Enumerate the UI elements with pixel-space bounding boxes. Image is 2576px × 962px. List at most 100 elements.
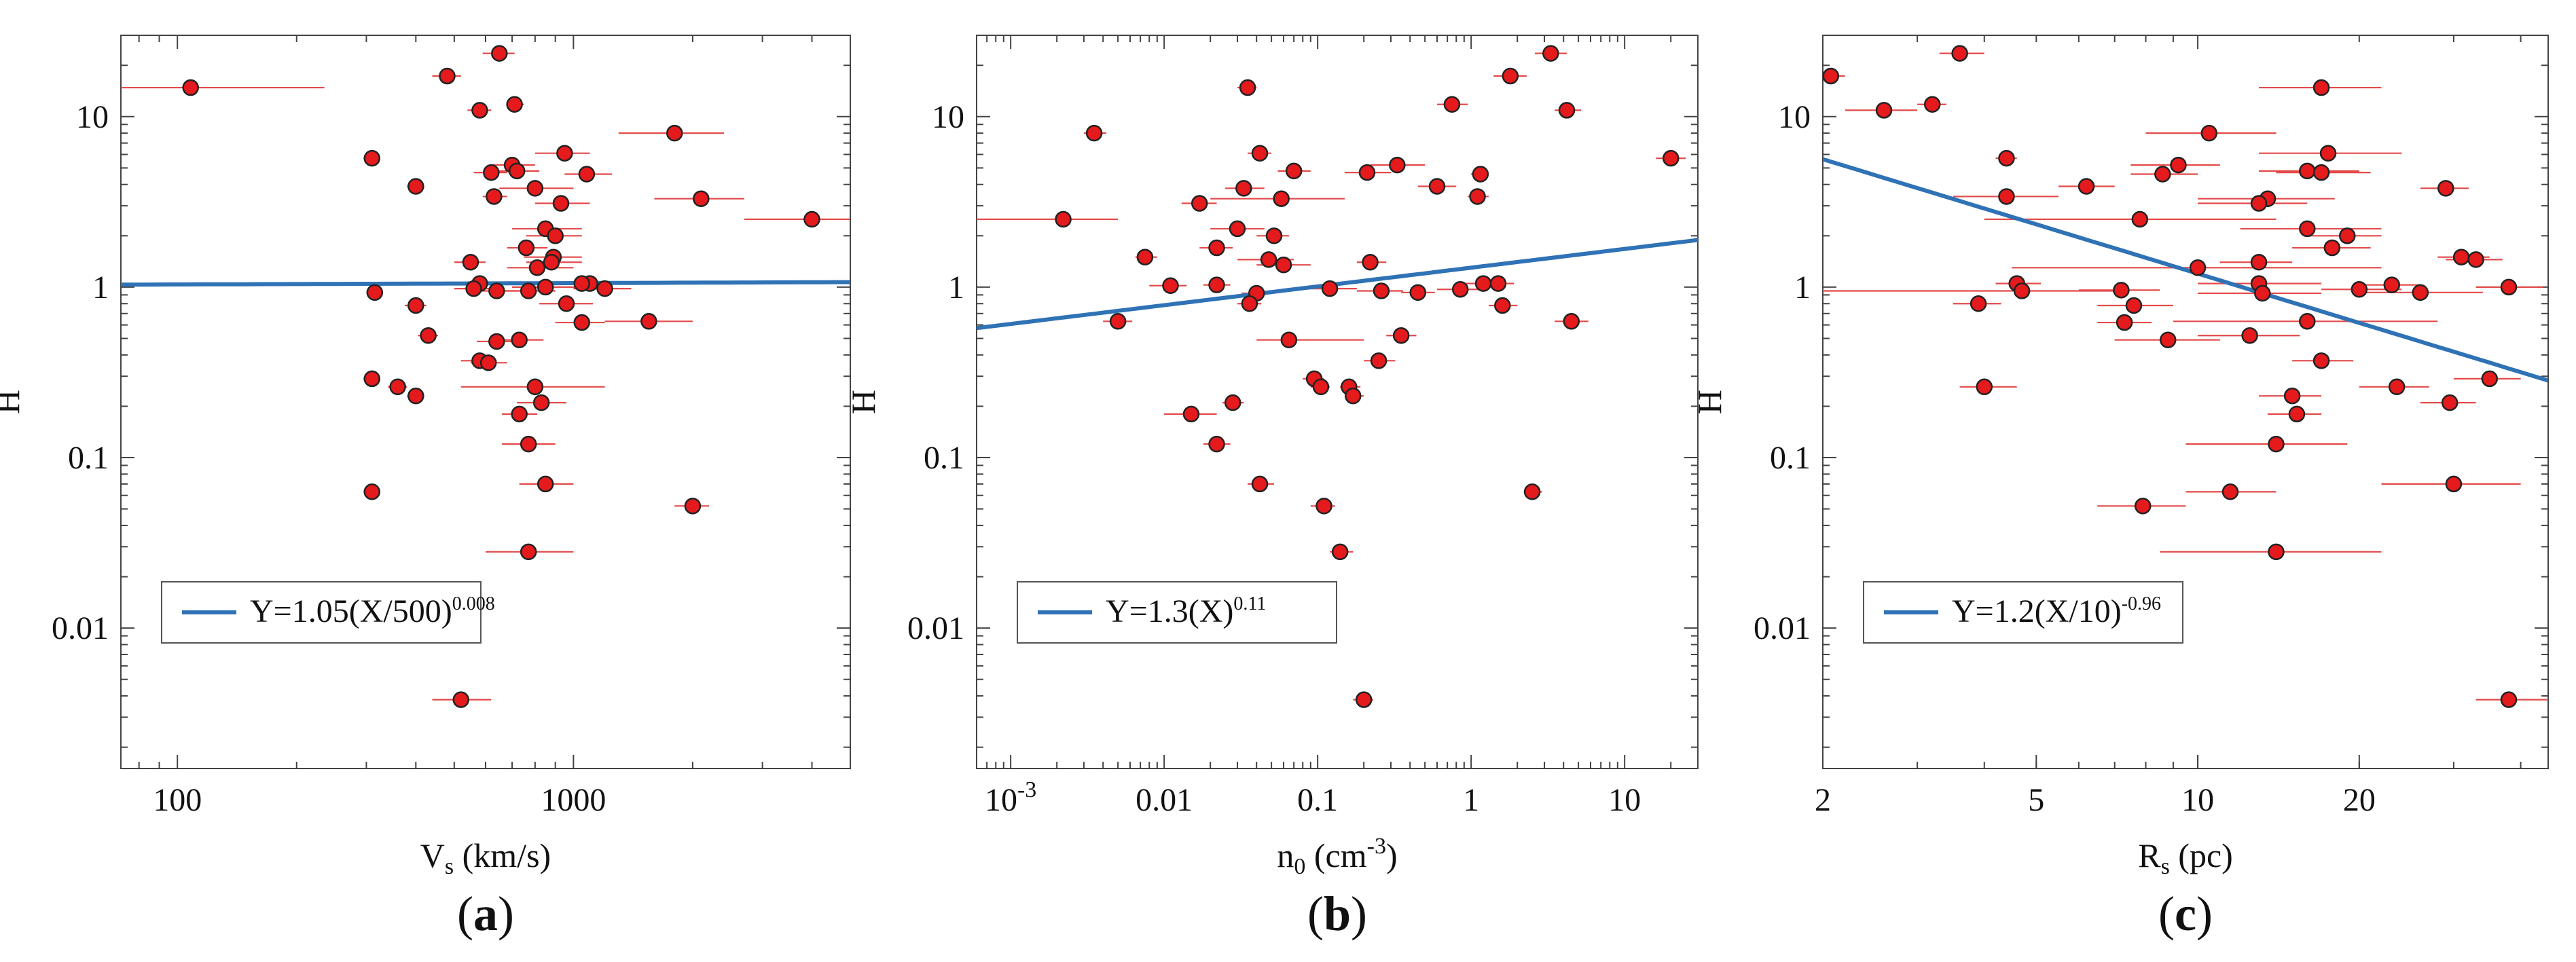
x-tick-label: 1 — [1463, 782, 1479, 818]
data-point — [518, 239, 535, 257]
data-point — [2170, 156, 2187, 174]
x-tick-label: 10 — [2181, 782, 2214, 818]
data-point — [1316, 498, 1332, 515]
chart-panel-c: 2 5 10 20 0.01 0.1 1 10 Rs (pc) H Y=1.2(X/10)-0.96… — [1690, 35, 2549, 941]
data-point — [1265, 227, 1283, 244]
data-point — [543, 253, 560, 271]
data-point — [526, 180, 544, 197]
x-tick-label: 5 — [2028, 782, 2044, 818]
data-point — [488, 333, 505, 350]
data-point — [684, 498, 702, 515]
data-point — [1312, 378, 1330, 396]
data-point — [1523, 483, 1541, 500]
data-point — [573, 275, 590, 292]
data-point — [2221, 483, 2239, 500]
data-point — [1208, 435, 1225, 453]
data-point — [1502, 67, 1519, 85]
x-tick-label: 1000 — [541, 782, 606, 818]
x-tick-label: 10 — [1608, 782, 1641, 818]
y-tick-label: 0.1 — [68, 440, 109, 476]
data-point — [2268, 435, 2285, 453]
data-point — [640, 313, 657, 330]
data-point — [1280, 331, 1298, 348]
data-point — [363, 149, 381, 167]
y-axis-label: H — [844, 390, 882, 414]
data-point — [558, 295, 575, 312]
data-point — [471, 102, 488, 119]
data-point — [537, 475, 554, 493]
data-point — [462, 253, 479, 271]
data-point — [1229, 220, 1246, 238]
data-point — [2299, 313, 2316, 330]
data-point — [407, 178, 424, 195]
data-point — [2437, 180, 2454, 197]
data-point — [2268, 543, 2285, 561]
x-tick-label: 100 — [153, 782, 202, 818]
legend-label: Y=1.3(X)0.11 — [1106, 593, 1266, 629]
data-point — [1344, 387, 1362, 405]
y-tick-label: 10 — [76, 99, 109, 135]
data-point — [1285, 162, 1303, 180]
data-point — [1875, 102, 1893, 119]
data-point — [1239, 79, 1256, 96]
legend-label: Y=1.2(X/10)-0.96 — [1952, 593, 2161, 629]
data-point — [1428, 178, 1446, 195]
fit-line — [977, 238, 1698, 331]
axis-ticks — [1822, 35, 2548, 769]
data-point — [407, 387, 424, 405]
x-tick-label: 2 — [1815, 782, 1831, 818]
data-point — [2241, 327, 2258, 344]
data-point — [508, 162, 526, 180]
plot-frame — [976, 35, 1699, 769]
data-point — [465, 280, 482, 297]
data-point — [2383, 276, 2401, 293]
data-point — [1923, 96, 1941, 113]
data-point — [2312, 164, 2330, 181]
data-point — [578, 166, 596, 183]
panel-label: (a) — [457, 887, 514, 941]
data-point — [2283, 387, 2301, 405]
y-tick-label: 10 — [1778, 99, 1811, 135]
data-point — [2500, 278, 2518, 296]
data-point — [2134, 498, 2152, 515]
data-point — [1355, 691, 1373, 708]
data-point — [1409, 284, 1427, 301]
y-tick-label: 0.01 — [907, 610, 964, 646]
data-point — [2323, 239, 2341, 257]
data-point — [2254, 284, 2271, 302]
data-point — [1275, 256, 1292, 274]
data-point — [1451, 280, 1469, 298]
legend: Y=1.2(X/10)-0.96 — [1863, 581, 2183, 644]
data-point — [1251, 145, 1269, 162]
data-point — [1662, 149, 1680, 167]
data-point — [1389, 156, 1406, 174]
data-point — [1362, 253, 1379, 271]
data-point — [2013, 282, 2031, 299]
data-point — [693, 190, 710, 207]
data-point — [2338, 227, 2356, 244]
data-point — [1273, 190, 1290, 207]
data-point — [1224, 394, 1241, 411]
data-point — [511, 331, 528, 348]
data-point — [520, 435, 537, 453]
x-tick-label: 0.01 — [1136, 782, 1193, 818]
data-point — [479, 354, 497, 371]
data-point — [366, 284, 384, 301]
x-axis-label: Rs (pc) — [2138, 836, 2233, 879]
data-layer — [121, 45, 850, 708]
data-point — [407, 297, 424, 314]
data-point — [803, 210, 820, 228]
y-tick-label: 0.01 — [1754, 610, 1811, 646]
data-point — [182, 79, 199, 96]
legend: Y=1.3(X)0.11 — [1017, 581, 1337, 644]
data-point — [2113, 282, 2130, 299]
data-point — [1976, 378, 1993, 396]
data-point — [1542, 45, 1559, 62]
axis-ticks — [121, 35, 851, 769]
data-point — [2452, 248, 2470, 265]
data-point — [2500, 691, 2518, 708]
y-axis-label: H — [1690, 390, 1728, 414]
data-point — [1136, 248, 1154, 265]
data-layer — [1823, 45, 2548, 708]
data-point — [552, 195, 570, 212]
